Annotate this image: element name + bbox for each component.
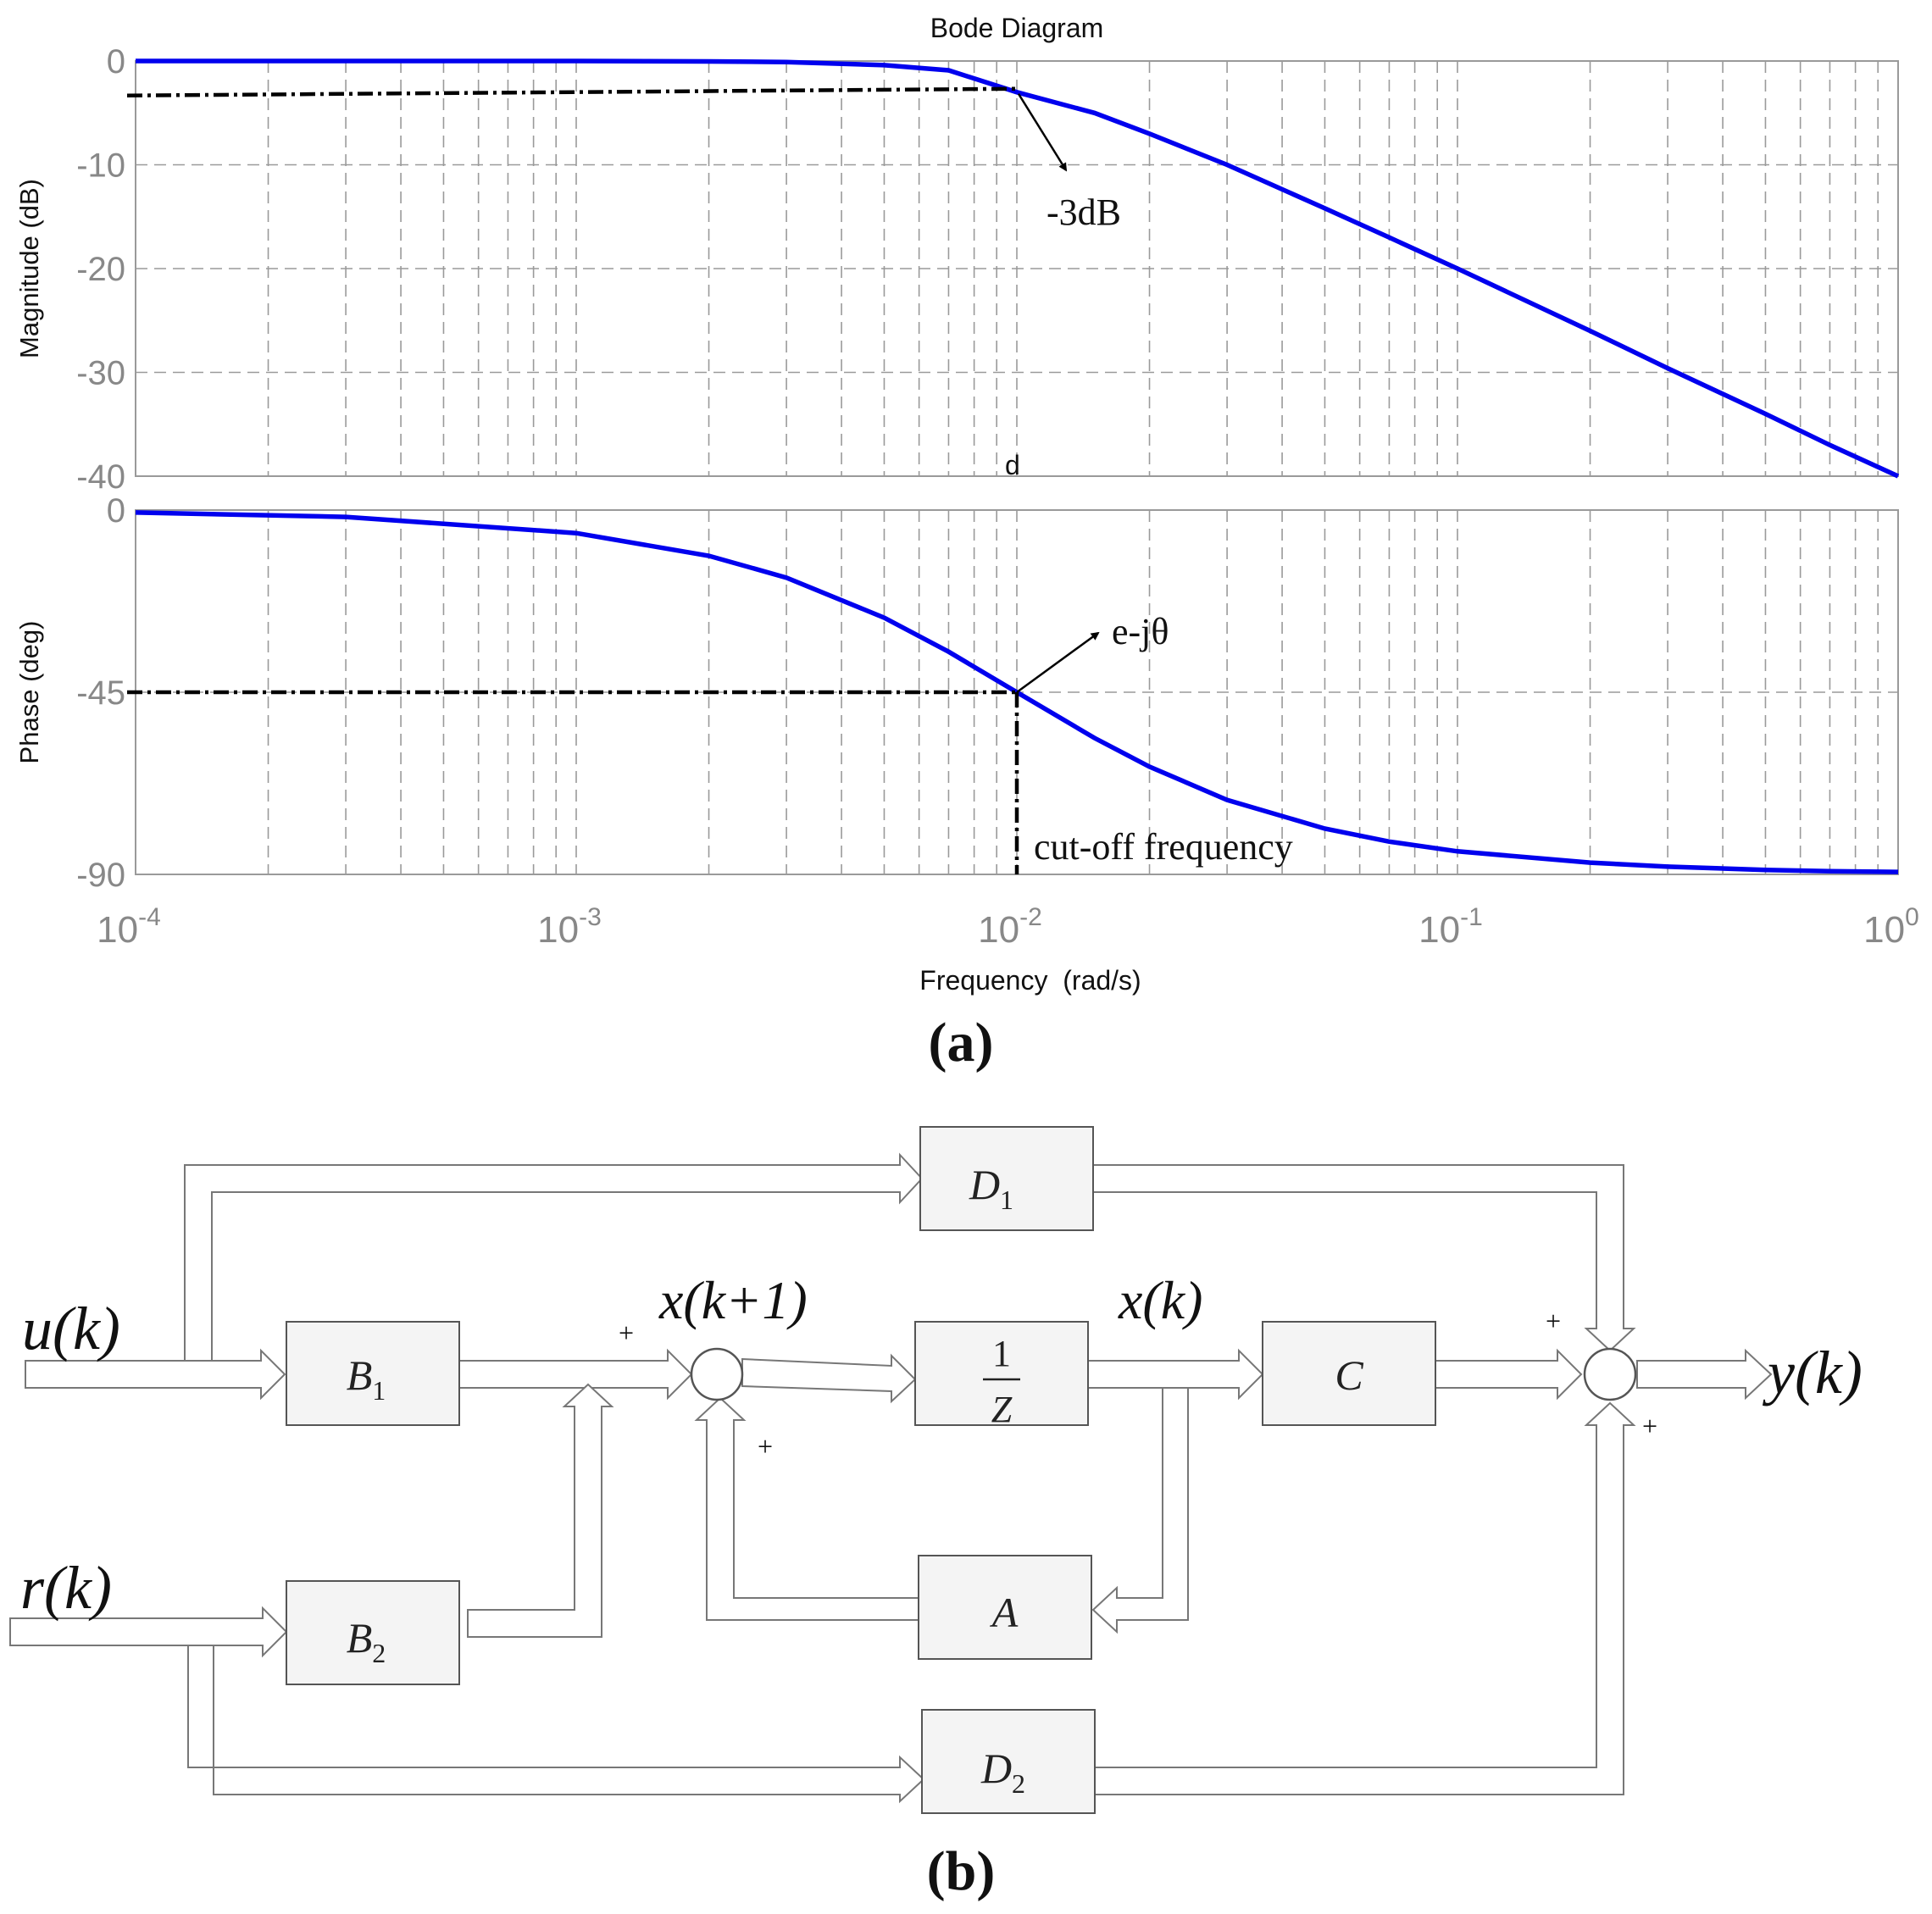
signal-y: y(k) (1762, 1339, 1863, 1406)
block-b2-label: B (347, 1614, 373, 1662)
pipe-u-to-b1 (25, 1348, 286, 1401)
y-tick-label: -90 (76, 857, 125, 894)
pipe-c-to-sum2 (1435, 1348, 1583, 1401)
svg-text:B1: B1 (347, 1351, 386, 1406)
magnitude-series-line (136, 58, 1900, 479)
signal-x-next: x(k+1) (658, 1270, 808, 1330)
x-axis-ticks: 10-4 10-3 10-2 10-1 100 (97, 903, 1919, 951)
phase-plot: 0 -45 -90 Phase (deg) e-jθ cut-off frequen… (14, 492, 1899, 894)
pipe-z-to-c (1087, 1348, 1264, 1401)
block-d1-subscript: 1 (1000, 1184, 1013, 1215)
x-tick-label: 10-3 (537, 903, 602, 951)
y-tick-label: -20 (76, 251, 125, 288)
pipe-r-to-d2 (187, 1645, 925, 1804)
y-tick-label: 0 (107, 43, 125, 80)
signal-x: x(k) (1118, 1270, 1202, 1330)
y-tick-label: 0 (107, 492, 125, 530)
phase-series-line (135, 510, 1899, 874)
magnitude-annotation-arrow (1017, 93, 1068, 172)
block-z: 1 Z (914, 1321, 1089, 1430)
y-tick-label: -30 (76, 355, 125, 392)
magnitude-reference-line (126, 86, 1018, 97)
block-c-label: C (1335, 1351, 1363, 1399)
pipe-d2-to-sum2 (1094, 1401, 1636, 1795)
phase-annotation-arrow (1016, 631, 1100, 694)
svg-text:B2: B2 (347, 1614, 386, 1668)
magnitude-ylabel: Magnitude (dB) (14, 179, 44, 358)
signal-u: u(k) (22, 1295, 120, 1362)
pipe-a-to-sum1 (694, 1396, 919, 1621)
block-d1: D1 (919, 1126, 1094, 1231)
x-tick-label: 10-4 (97, 903, 161, 951)
magnitude-grid (136, 61, 1898, 476)
block-d2-subscript: 2 (1012, 1768, 1025, 1799)
summing-junction-1 (690, 1347, 744, 1401)
bode-chart: Bode Diagram 0 -10 -20 -30 -40 Magnitude (dB… (14, 13, 1919, 996)
svg-text:D1: D1 (969, 1161, 1013, 1215)
y-tick-label: -45 (76, 674, 125, 712)
block-d1-label: D (969, 1161, 1000, 1208)
sum1-plus-left: + (619, 1318, 634, 1348)
phase-y-ticks: 0 -45 -90 (76, 492, 125, 894)
block-d2-label: D (980, 1745, 1012, 1792)
summing-junction-2 (1583, 1347, 1637, 1401)
annotation-minus-3db: -3dB (1046, 191, 1121, 233)
magnitude-y-ticks: 0 -10 -20 -30 -40 (76, 43, 125, 496)
sum1-plus-bottom: + (758, 1431, 773, 1462)
x-tick-label: 100 (1863, 903, 1919, 951)
panel-b-label: (b) (927, 1840, 996, 1902)
block-b2-subscript: 2 (372, 1638, 386, 1668)
panel-a-label: (a) (929, 1012, 994, 1074)
pipe-sum2-to-y (1636, 1348, 1773, 1401)
pipe-x-to-a (1091, 1387, 1189, 1634)
y-tick-label: -10 (76, 147, 125, 185)
block-z-denominator: Z (991, 1389, 1013, 1430)
signal-r: r(k) (20, 1554, 112, 1622)
pipe-b1-to-sum1 (458, 1348, 693, 1401)
phase-grid (136, 510, 1898, 874)
x-tick-label: 10-1 (1418, 903, 1483, 951)
pipe-sum1-to-z (741, 1353, 917, 1404)
sum2-plus-top: + (1546, 1306, 1561, 1336)
block-b1: B1 (286, 1321, 460, 1426)
block-b1-subscript: 1 (372, 1375, 386, 1406)
magnitude-plot: 0 -10 -20 -30 -40 Magnitude (dB) -3dB d (14, 43, 1900, 496)
svg-text:D2: D2 (980, 1745, 1025, 1799)
annotation-cutoff: cut-off frequency (1034, 826, 1293, 868)
block-a: A (918, 1555, 1092, 1660)
block-b2: B2 (286, 1580, 460, 1685)
x-axis-label: Frequency (rad/s) (919, 965, 1141, 996)
pipe-b2-to-sum1 (467, 1383, 614, 1638)
block-z-numerator: 1 (992, 1333, 1011, 1374)
phase-ylabel: Phase (deg) (14, 621, 44, 764)
y-tick-label: -40 (76, 458, 125, 496)
pipe-r-to-b2 (9, 1606, 288, 1658)
block-b1-label: B (347, 1351, 373, 1399)
annotation-d: d (1005, 450, 1020, 480)
annotation-phase: e-jθ (1112, 611, 1169, 652)
magnitude-frame (135, 60, 1899, 477)
x-tick-label: 10-2 (978, 903, 1042, 951)
block-c: C (1262, 1321, 1436, 1426)
chart-title: Bode Diagram (930, 13, 1104, 43)
block-d2: D2 (921, 1709, 1096, 1814)
block-diagram: D1 B1 B2 1 Z C A D2 u(k) r(k) (9, 1126, 1863, 1814)
pipe-d1-to-sum (1092, 1164, 1636, 1352)
sum2-plus-bottom: + (1642, 1411, 1657, 1441)
block-a-label: A (990, 1589, 1019, 1636)
pipe-u-to-d1 (184, 1152, 924, 1367)
